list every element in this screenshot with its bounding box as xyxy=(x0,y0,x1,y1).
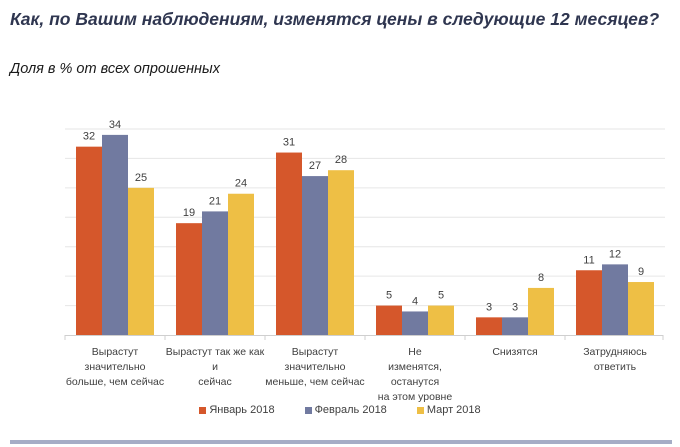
category-label-line: Вырастут так же как и xyxy=(165,346,265,373)
data-label: 31 xyxy=(283,137,295,149)
legend-label: Март 2018 xyxy=(426,404,481,416)
data-label: 3 xyxy=(486,301,492,313)
bar xyxy=(202,211,228,335)
category-label-line: изменятся, останутся xyxy=(388,361,442,388)
bar xyxy=(576,270,602,335)
bar xyxy=(528,287,554,335)
bar xyxy=(376,305,402,335)
category-label-line: меньше, чем сейчас xyxy=(265,376,365,388)
category-label-line: Снизятся xyxy=(492,346,538,358)
data-label: 12 xyxy=(609,248,621,260)
category-label-line: Вырастут xyxy=(291,346,339,358)
chart-title: Как, по Вашим наблюдениям, изменятся цен… xyxy=(10,9,660,29)
bar xyxy=(176,223,202,335)
data-label: 11 xyxy=(583,254,594,266)
bar xyxy=(628,282,654,335)
legend-item: Январь 2018 xyxy=(199,404,275,416)
category-label-line: больше, чем сейчас xyxy=(65,376,165,388)
legend-swatch xyxy=(416,406,424,414)
data-label: 25 xyxy=(135,172,147,184)
data-label: 9 xyxy=(638,266,644,278)
bar xyxy=(476,317,502,335)
bar xyxy=(502,317,528,335)
category-label-line: Не xyxy=(408,346,422,358)
bar xyxy=(128,187,154,335)
category-label: Снизятся xyxy=(465,345,565,360)
bar xyxy=(228,193,254,335)
bar xyxy=(276,152,302,335)
category-label-line: значительно xyxy=(284,361,346,373)
legend-swatch xyxy=(199,406,207,414)
legend: Январь 2018 Февраль 2018 Март 2018 xyxy=(0,404,680,416)
data-label: 8 xyxy=(538,272,544,284)
category-label-line: ответить xyxy=(593,361,637,373)
bottom-divider xyxy=(10,440,672,444)
category-label-line: на этом уровне xyxy=(377,391,453,403)
data-label: 32 xyxy=(83,131,95,143)
data-label: 5 xyxy=(386,290,392,302)
category-label: Вырастут значительно меньше, чем сейчас xyxy=(265,345,365,390)
data-label: 4 xyxy=(412,295,418,307)
category-label-line: сейчас xyxy=(198,376,232,388)
legend-label: Февраль 2018 xyxy=(314,404,387,416)
bar xyxy=(428,305,454,335)
data-label: 28 xyxy=(335,154,347,166)
category-label: Вырастут так же как и сейчас xyxy=(165,345,265,390)
data-label: 21 xyxy=(209,195,221,207)
legend-label: Январь 2018 xyxy=(209,404,275,416)
category-label-line: Затрудняюсь xyxy=(583,346,647,358)
data-label: 19 xyxy=(183,207,195,219)
category-label: Затрудняюсь ответить xyxy=(565,345,665,375)
legend-item: Март 2018 xyxy=(416,404,481,416)
data-label: 24 xyxy=(235,178,247,190)
chart-subtitle: Доля в % от всех опрошенных xyxy=(10,61,220,77)
data-label: 3 xyxy=(512,301,518,313)
category-label: Не изменятся, останутся на этом уровне xyxy=(365,345,465,405)
data-label: 27 xyxy=(309,160,321,172)
bar xyxy=(76,146,102,335)
category-label-line: Вырастут xyxy=(91,346,139,358)
bar xyxy=(302,176,328,335)
legend-swatch xyxy=(304,406,312,414)
data-label: 34 xyxy=(109,119,121,131)
bar xyxy=(402,311,428,335)
bar xyxy=(602,264,628,335)
bar xyxy=(102,134,128,335)
legend-item: Февраль 2018 xyxy=(304,404,387,416)
data-label: 5 xyxy=(438,290,444,302)
category-label: Вырастут значительно больше, чем сейчас xyxy=(65,345,165,390)
category-label-line: значительно xyxy=(84,361,146,373)
bar xyxy=(328,170,354,335)
